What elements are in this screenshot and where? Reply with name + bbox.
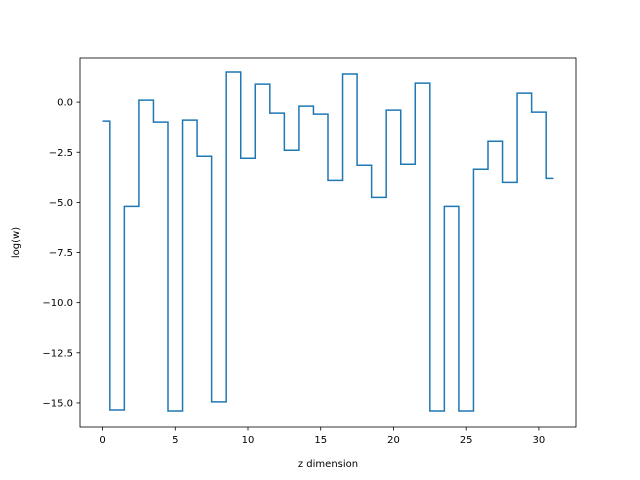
y-tick-label: −2.5 bbox=[49, 148, 73, 159]
x-tick-label: 10 bbox=[242, 435, 255, 446]
y-tick-label: −15.0 bbox=[42, 398, 73, 409]
y-tick-label: 0.0 bbox=[57, 98, 73, 109]
axes-frame bbox=[79, 57, 577, 428]
y-axis-label: log(w) bbox=[11, 227, 22, 258]
series-line bbox=[102, 71, 554, 412]
x-tick-label: 5 bbox=[172, 435, 178, 446]
x-tick-label: 0 bbox=[99, 435, 105, 446]
y-tick-label: −7.5 bbox=[49, 248, 73, 259]
series-layer bbox=[102, 71, 554, 412]
x-tick-label: 25 bbox=[460, 435, 473, 446]
x-axis-label: z dimension bbox=[298, 459, 358, 470]
x-tick-label: 30 bbox=[533, 435, 546, 446]
plot-area bbox=[80, 58, 576, 427]
x-tick-label: 20 bbox=[387, 435, 400, 446]
x-tick-label: 15 bbox=[314, 435, 327, 446]
x-axis: 0 5 10 15 20 25 30 bbox=[99, 427, 545, 446]
y-tick-label: −12.5 bbox=[42, 348, 73, 359]
y-tick-label: −5.0 bbox=[49, 198, 73, 209]
y-tick-label: −10.0 bbox=[42, 298, 73, 309]
y-axis: −15.0 −12.5 −10.0 −7.5 −5.0 −2.5 0.0 bbox=[42, 98, 80, 409]
